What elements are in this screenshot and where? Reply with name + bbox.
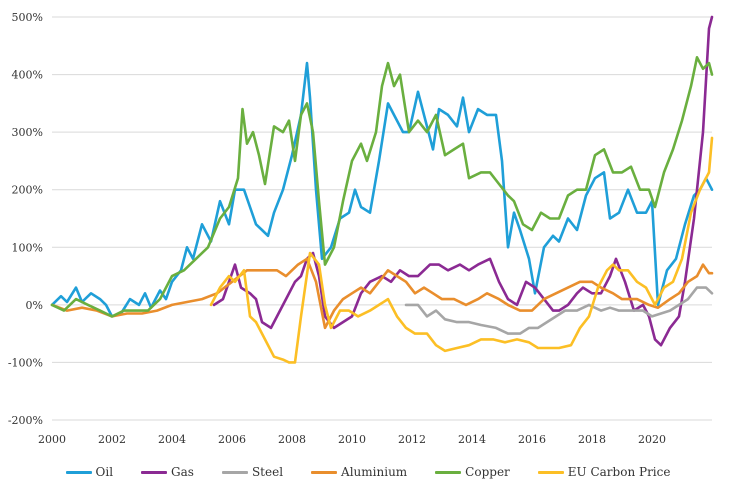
legend-swatch-aluminium [311,470,338,474]
x-tick-label: 2000 [38,433,66,446]
series-line-gas [212,15,714,347]
x-tick-label: 2004 [158,433,186,446]
legend-swatch-oil [65,470,92,474]
x-tick-label: 2018 [578,433,606,446]
legend-item-oil: Oil [65,465,114,479]
legend-item-steel: Steel [221,465,284,479]
series-line-copper [50,56,714,318]
legend-label: Steel [251,465,284,479]
legend-item-aluminium: Aluminium [311,465,407,479]
line-chart: 500%400%300%200%100%0%-100%-200% 2000 200… [8,11,714,446]
legend-swatch-steel [221,470,248,474]
x-tick-label: 2014 [458,433,486,446]
x-tick-label: 2016 [518,433,546,446]
legend-label: Gas [171,465,194,479]
gridlines [52,16,712,421]
y-axis-tick-labels: 500% 400% 300% 200% 100% 0% -100% -200% [8,11,43,427]
series-line-eu-carbon-price [209,136,714,364]
x-tick-label: 2006 [218,433,246,446]
legend-item-gas: Gas [141,465,194,479]
series-line-aluminium [50,257,714,330]
series-lines [50,15,714,364]
y-tick-label: -100% [8,356,43,369]
legend-swatch-eu-carbon-price [537,470,564,474]
x-tick-label: 2012 [398,433,426,446]
series-line-steel [404,286,714,335]
legend-label: Oil [95,465,114,479]
x-tick-label: 2010 [338,433,366,446]
legend-label: EU Carbon Price [567,465,671,479]
x-tick-label: 2020 [638,433,666,446]
legend-label: Copper [465,465,510,479]
y-tick-label: 300% [12,126,43,139]
legend-swatch-gas [141,470,168,474]
legend-item-copper: Copper [435,465,510,479]
y-tick-label: 100% [12,241,43,254]
y-tick-label: -200% [8,414,43,427]
x-tick-label: 2002 [98,433,126,446]
legend-label: Aluminium [341,465,408,479]
x-tick-label: 2008 [278,433,306,446]
legend: Oil Gas Steel Aluminium Copper EU Carbon… [0,465,730,479]
x-axis-tick-labels: 2000 2002 2004 2006 2008 2010 2012 2014 2016 2018… [38,433,666,446]
y-tick-label: 500% [12,11,43,24]
y-tick-label: 400% [12,69,43,82]
legend-item-eu-carbon-price: EU Carbon Price [537,465,671,479]
y-tick-label: 200% [12,184,43,197]
legend-swatch-copper [435,470,462,474]
y-tick-label: 0% [26,299,43,312]
